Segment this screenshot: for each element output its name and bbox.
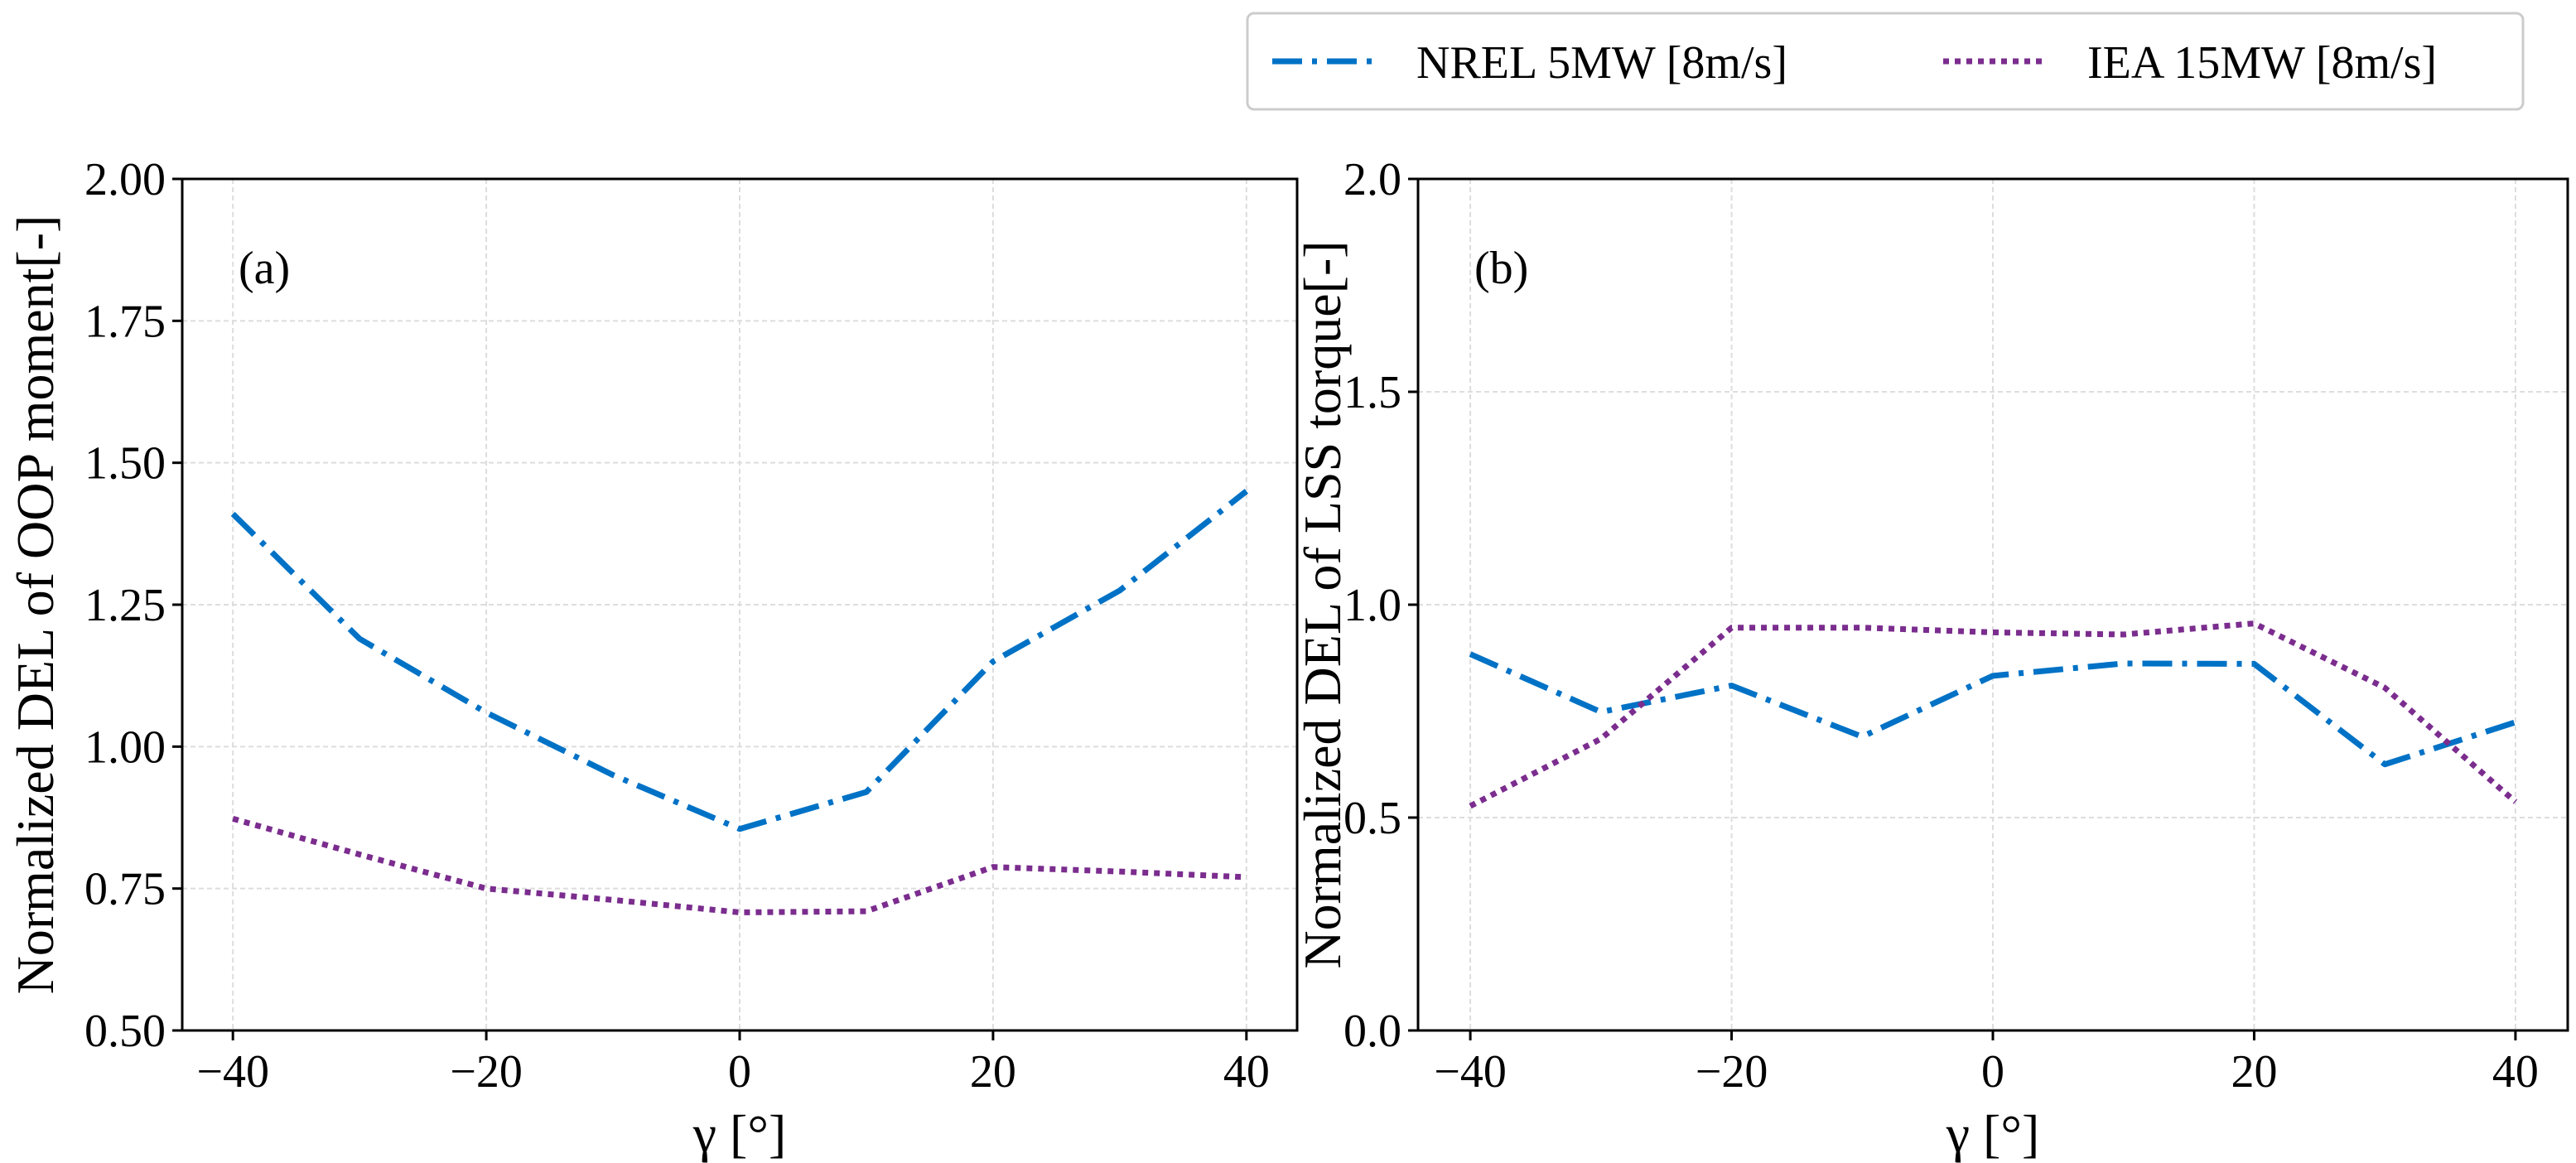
y-tick-label: 1.00	[84, 721, 166, 773]
y-tick-label: 1.75	[84, 296, 166, 347]
legend: NREL 5MW [8m/s] IEA 15MW [8m/s]	[1246, 12, 2525, 111]
axes-frame	[181, 177, 1299, 1032]
x-tick-label: −20	[450, 1046, 523, 1098]
y-axis-label: Normalized DEL of LSS torque[-]	[1293, 240, 1352, 968]
y-tick-label: 1.25	[84, 580, 166, 631]
x-axis-label: γ [°]	[1946, 1104, 2040, 1163]
legend-label-iea: IEA 15MW [8m/s]	[2087, 37, 2437, 89]
x-tick-label: 20	[970, 1046, 1016, 1098]
series-line-iea-15mw	[232, 816, 1247, 915]
x-tick-label: 40	[1223, 1046, 1270, 1098]
x-tick-label: 20	[2231, 1046, 2277, 1098]
legend-label-nrel: NREL 5MW [8m/s]	[1416, 37, 1787, 89]
y-tick-label: 1.5	[1343, 367, 1401, 418]
y-tick-label: 2.0	[1343, 154, 1401, 205]
axes-frame	[1416, 177, 2569, 1032]
x-axis-label: γ [°]	[692, 1104, 787, 1163]
y-tick-label: 1.0	[1343, 580, 1401, 631]
y-tick-label: 0.0	[1343, 1006, 1401, 1057]
y-axis-label: Normalized DEL of OOP moment[-]	[6, 215, 65, 995]
x-tick-label: 0	[728, 1046, 751, 1098]
x-tick-label: 40	[2492, 1046, 2539, 1098]
panel-label: (a)	[239, 243, 290, 294]
panel-b: −40 −20 0 20 40 0.0 0.5 1.0 1.5 2.0 (b) γ [°] Normal…	[1293, 154, 2569, 1163]
x-tick-label: −40	[196, 1046, 269, 1098]
panel-label: (b)	[1474, 243, 1528, 294]
y-tick-label: 2.00	[84, 154, 166, 205]
y-tick-label: 0.5	[1343, 793, 1401, 844]
y-tick-label: 1.50	[84, 438, 166, 490]
panel-a: −40 −20 0 20 40 0.50 0.75 1.00 1.25 1.50 1.75 2.00 (…	[6, 154, 1299, 1163]
x-tick-label: 0	[1981, 1046, 2004, 1098]
y-tick-label: 0.75	[84, 864, 166, 915]
x-tick-label: −40	[1434, 1046, 1507, 1098]
x-tick-label: −20	[1696, 1046, 1768, 1098]
legend-frame	[1246, 12, 2525, 111]
y-tick-label: 0.50	[84, 1006, 166, 1057]
